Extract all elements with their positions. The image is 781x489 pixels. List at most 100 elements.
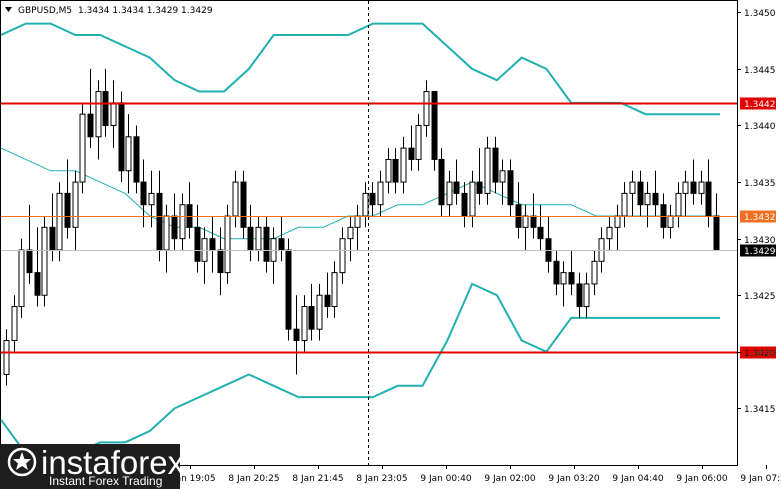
candle-body [218,250,223,273]
plot-frame [1,1,738,466]
y-tick-label: 1.3415 [744,405,776,415]
candle-body [88,114,93,137]
candle-body [286,250,291,329]
candle-body [432,92,437,160]
candle-body [271,239,276,262]
candle-body [683,182,688,193]
candle-body [355,216,360,227]
candle-body [630,182,635,193]
candle-body [416,125,421,159]
logo-tagline: Instant Forex Trading [49,474,162,488]
candle-body [12,307,17,341]
candle-body [668,216,673,227]
candle-body [493,148,498,182]
candle-body [27,250,32,273]
candle-body [264,227,269,261]
candle-body [103,92,108,126]
candle-body [119,103,124,171]
candle-body [500,171,505,182]
candle-body [699,182,704,193]
candle-body [332,273,337,307]
candle-body [409,148,414,159]
candle-body [393,159,398,182]
candle-body [4,341,9,375]
candle-body [50,227,55,250]
x-tick-label: 8 Jan 21:45 [292,474,343,484]
candle-body [424,92,429,126]
x-tick-label: 9 Jan 04:40 [612,474,664,484]
candle-body [523,216,528,227]
x-tick-label: 9 Jan 02:00 [484,474,536,484]
candle-body [676,193,681,216]
candle [119,92,124,183]
candle-body [309,307,314,330]
candle-body [378,182,383,205]
candle-body [279,239,284,250]
candle-body [248,227,253,250]
x-axis: 8 Jan 19:05 8 Jan 20:25 8 Jan 21:45 8 Jan 2… [164,465,781,484]
candle-body [554,261,559,284]
candle-body [691,182,696,193]
instaforex-logo: instaforex Instant Forex Trading [0,444,185,489]
candle-body [447,182,452,205]
candle-body [569,273,574,284]
candle-body [80,114,85,182]
candle-body [363,193,368,216]
candle-body [599,239,604,262]
candle-body [149,193,154,204]
candle [286,239,291,341]
candle [57,182,62,261]
candle-body [370,193,375,204]
candle-body [73,182,78,227]
candle-body [65,193,70,227]
level-label: 1.3432 [744,213,776,223]
x-tick-label: 9 Jan 03:20 [548,474,600,484]
candle-body [294,329,299,340]
y-tick-label: 1.3445 [744,66,776,76]
candle-body [202,239,207,262]
candle-body [615,216,620,227]
x-tick-label: 9 Jan 00:40 [420,474,472,484]
candle-body [126,137,131,171]
x-tick-label: 8 Jan 20:25 [228,474,279,484]
candle-body [348,227,353,238]
candle-body [256,227,261,250]
ohlc-values: 1.3434 1.3434 1.3429 1.3429 [78,6,213,16]
candle-body [454,182,459,193]
x-tick-label: 8 Jan 23:05 [356,474,407,484]
candle-body [638,182,643,205]
candle-body [706,182,711,216]
x-tick-label: 9 Jan 07:20 [740,474,781,484]
x-tick-label: 9 Jan 06:00 [676,474,728,484]
candle-body [111,103,116,126]
candle-body [302,307,307,341]
candle-body [195,227,200,261]
candle-body [538,227,543,238]
candle-body [96,92,101,137]
candle-body [386,159,391,182]
current-price-label: 1.3429 [744,247,776,257]
y-tick-label: 1.3420 [744,349,776,359]
candle-body [645,193,650,204]
candle-body [653,193,658,204]
symbol-label: GBPUSD,M5 [18,6,72,16]
candle-body [508,171,513,205]
candle-body [561,273,566,284]
candle-body [134,137,139,182]
chart-header: GBPUSD,M5 1.3434 1.3434 1.3429 1.3429 [5,6,213,16]
candle-body [584,284,589,307]
candle-body [325,295,330,306]
candle-body [622,193,627,216]
y-tick-label: 1.3425 [744,292,776,302]
candle-body [141,182,146,205]
candle-body [164,216,169,250]
candle-body [485,148,490,193]
candle-body [317,295,322,329]
y-tick-label: 1.3450 [744,9,776,19]
candle [80,103,85,194]
candle-body [462,193,467,216]
candle-body [607,227,612,238]
candle-body [477,182,482,193]
